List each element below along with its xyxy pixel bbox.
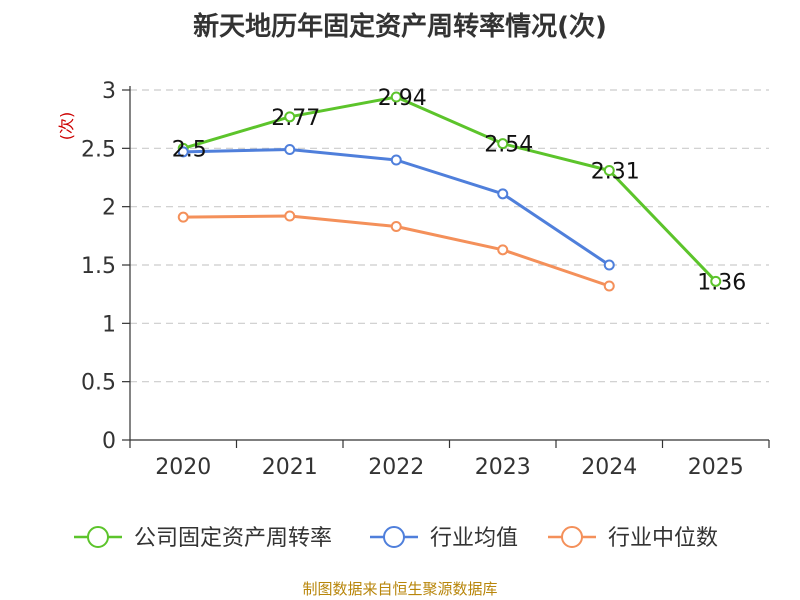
legend-label-1: 行业均值 <box>430 526 518 551</box>
y-tick-label-0: 0 <box>102 429 116 454</box>
legend-label-2: 行业中位数 <box>608 526 718 551</box>
data-point-s0-2022 <box>390 91 402 103</box>
y-tick-label-1.5: 1.5 <box>81 254 116 279</box>
data-point-s0-2024 <box>603 165 615 176</box>
y-tick-label-3: 3 <box>102 79 116 104</box>
legend-marker-0 <box>87 526 109 548</box>
data-point-s1-2024 <box>603 259 615 271</box>
series-line-0 <box>182 95 717 283</box>
legend: 公司固定资产周转率 行业均值 行业中位数 <box>74 526 718 551</box>
data-point-s2-2023 <box>497 244 509 256</box>
y-axis-unit-label: (次) <box>57 112 76 141</box>
data-point-s2-2024 <box>603 280 615 292</box>
y-tick-label-0.5: 0.5 <box>81 371 116 396</box>
axes: 0 0.5 1 1.5 2 2.5 3 2020 2021 2022 2023 2024 2025 (次) <box>57 79 770 480</box>
x-tick-label-2025: 2025 <box>688 455 744 480</box>
data-point-s0-2025 <box>710 275 722 287</box>
data-point-s2-2020 <box>177 211 189 223</box>
data-labels: 2.5 2.77 2.94 2.54 2.31 1.36 <box>172 86 746 295</box>
data-label-2023: 2.54 <box>484 133 533 158</box>
legend-label-0: 公司固定资产周转率 <box>134 526 332 551</box>
data-point-s0-2021 <box>284 111 296 123</box>
data-point-s1-2023 <box>497 188 509 200</box>
data-label-2020: 2.5 <box>172 137 207 162</box>
data-point-s2-2022 <box>390 221 402 232</box>
legend-marker-2 <box>561 526 583 548</box>
y-tick-label-2.5: 2.5 <box>81 137 116 162</box>
data-label-2021: 2.77 <box>271 106 320 131</box>
data-point-s0-2023 <box>497 138 509 150</box>
data-label-2024: 2.31 <box>591 160 640 185</box>
x-tick-label-2022: 2022 <box>368 455 424 480</box>
y-tick-label-2: 2 <box>102 196 116 221</box>
y-tick-label-1: 1 <box>102 312 116 337</box>
data-label-2022: 2.94 <box>378 86 427 111</box>
x-tick-label-2020: 2020 <box>155 455 211 480</box>
legend-marker-1 <box>383 526 405 548</box>
chart-title: 新天地历年固定资产周转率情况(次) <box>193 12 607 42</box>
data-point-s2-2021 <box>284 210 296 222</box>
x-tick-label-2021: 2021 <box>262 455 318 480</box>
x-tick-label-2023: 2023 <box>475 455 531 480</box>
data-point-s1-2022 <box>390 154 402 166</box>
data-point-s1-2020 <box>177 146 189 158</box>
source-note: 制图数据来自恒生聚源数据库 <box>302 580 498 598</box>
data-point-s1-2021 <box>284 144 296 155</box>
series-lines <box>177 91 722 292</box>
grid-lines <box>130 89 769 383</box>
data-label-2025: 1.36 <box>697 270 746 295</box>
x-tick-label-2024: 2024 <box>581 455 637 480</box>
